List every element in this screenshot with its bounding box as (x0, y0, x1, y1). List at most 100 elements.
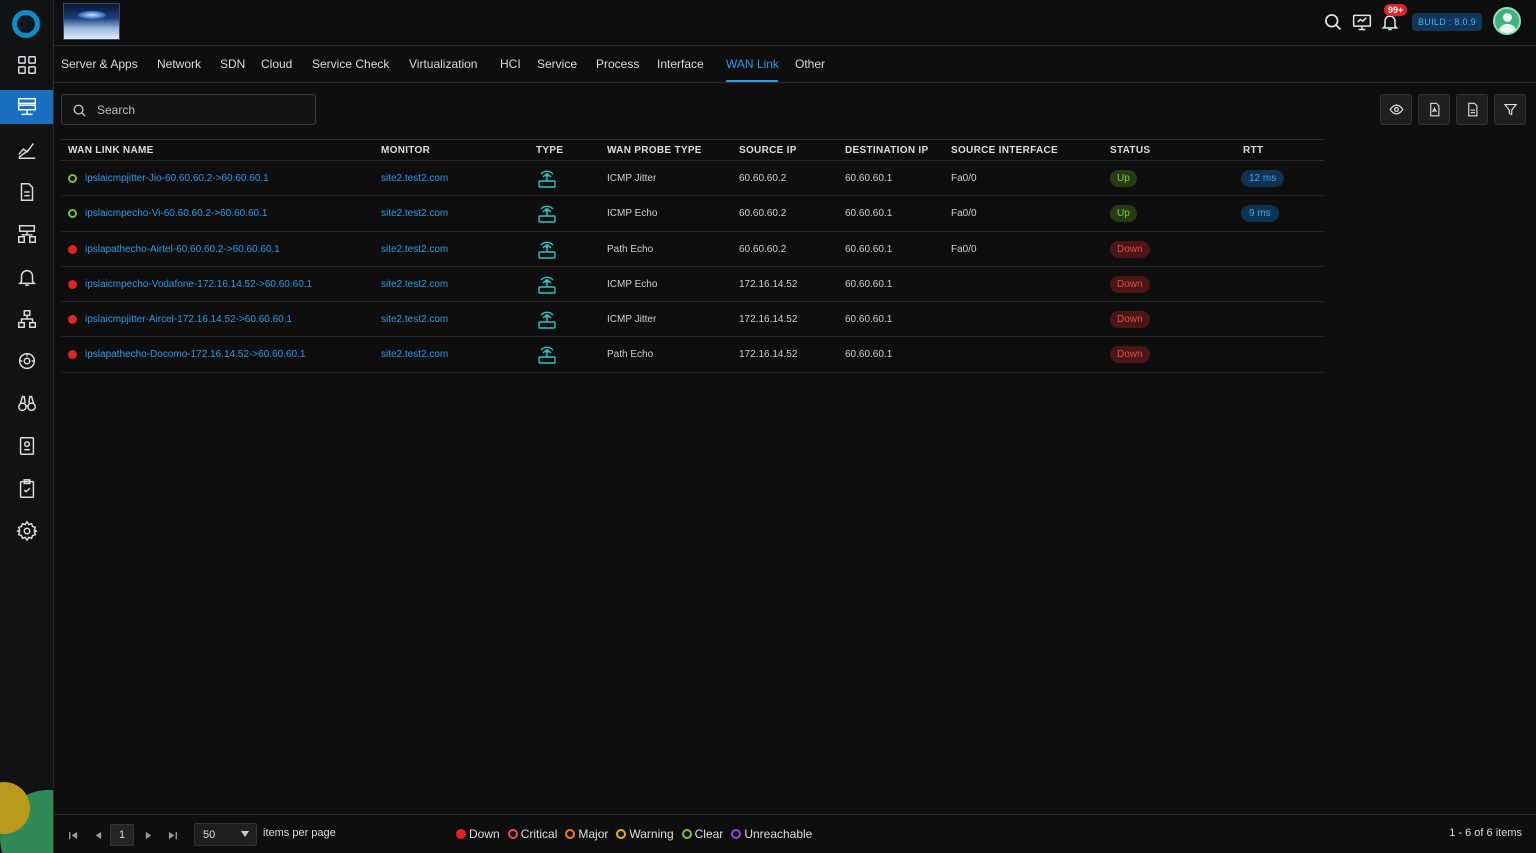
sidebar-item-observe[interactable] (0, 387, 53, 421)
header-remote-button[interactable] (1350, 10, 1374, 34)
sidebar-item-monitor[interactable] (0, 90, 53, 124)
sidebar-item-trends[interactable] (0, 133, 53, 167)
dashboard-grid-icon (18, 56, 36, 74)
sidebar-item-topology[interactable] (0, 217, 53, 251)
checklist-icon (19, 479, 35, 498)
legend-dot (616, 829, 627, 839)
tab-server-apps[interactable]: Server & Apps (61, 57, 138, 71)
legend-item-warning: Warning (616, 827, 674, 841)
probe-type: ICMP Echo (607, 208, 658, 220)
monitor-icon (18, 98, 36, 116)
probe-type: Path Echo (607, 243, 654, 255)
source-interface: Fa0/0 (951, 208, 977, 220)
sidebar-item-alerts[interactable] (0, 260, 53, 294)
sidebar-item-hierarchy[interactable] (0, 302, 53, 336)
source-ip: 172.16.14.52 (739, 349, 798, 361)
table-row[interactable]: ipslaicmpecho-Vodafone-172.16.14.52->60.… (61, 267, 1324, 303)
column-header-monitor[interactable]: MONITOR (381, 145, 431, 156)
table-row[interactable]: ipslapathecho-Airtel-60.60.60.2->60.60.6… (61, 232, 1324, 267)
wan-link-name[interactable]: ipslaicmpecho-Vodafone-172.16.14.52->60.… (85, 278, 313, 290)
tab-wan-link[interactable]: WAN Link (726, 57, 779, 71)
column-header-source-interface[interactable]: SOURCE INTERFACE (951, 145, 1059, 156)
wan-router-icon (538, 276, 556, 294)
search-icon (73, 104, 86, 117)
legend-label: Critical (520, 827, 558, 841)
export-csv-button[interactable] (1456, 94, 1488, 125)
sidebar-decoration (0, 782, 53, 853)
legend-item-critical: Critical (507, 827, 558, 841)
sidebar-item-checklist[interactable] (0, 472, 53, 506)
probe-type: ICMP Jitter (607, 173, 657, 184)
active-tab-indicator (726, 80, 778, 82)
tab-service-check[interactable]: Service Check (312, 57, 390, 71)
monitor-link[interactable]: site2.test2.com (381, 278, 449, 290)
items-per-page-value: 50 (203, 829, 216, 841)
next-page-button[interactable] (142, 829, 154, 841)
header-search-button[interactable] (1321, 10, 1345, 34)
header-notifications-button[interactable] (1378, 10, 1402, 34)
sidebar-item-settings[interactable] (0, 514, 53, 548)
sidebar-item-reports[interactable] (0, 175, 53, 209)
last-page-button[interactable] (166, 829, 178, 841)
tab-hci[interactable]: HCI (500, 57, 521, 71)
binoculars-icon (18, 395, 36, 412)
tab-sdn[interactable]: SDN (220, 57, 246, 71)
monitor-link[interactable]: site2.test2.com (381, 314, 449, 326)
table-row[interactable]: ipslaicmpecho-Vi-60.60.60.2->60.60.60.1 … (61, 196, 1324, 232)
column-header-status[interactable]: STATUS (1110, 145, 1151, 156)
previous-page-button[interactable] (92, 829, 104, 841)
category-tabs: Server & Apps Network SDN Cloud Service … (54, 46, 1536, 83)
wan-link-name[interactable]: ipslapathecho-Docomo-172.16.14.52->60.60… (85, 349, 306, 361)
column-header-type[interactable]: TYPE (536, 145, 564, 156)
wan-link-name[interactable]: ipslaicmpecho-Vi-60.60.60.2->60.60.60.1 (85, 208, 268, 220)
items-per-page-select[interactable]: 50 (194, 823, 257, 846)
monitor-link[interactable]: site2.test2.com (381, 173, 449, 184)
legend-dot (456, 829, 466, 839)
wan-router-icon (538, 205, 556, 223)
table-row[interactable]: ipslapathecho-Docomo-172.16.14.52->60.60… (61, 337, 1324, 373)
column-header-destination-ip[interactable]: DESTINATION IP (845, 145, 929, 156)
export-pdf-button[interactable] (1418, 94, 1450, 125)
wan-link-name[interactable]: ipslaicmpjitter-Aircel-172.16.14.52->60.… (85, 314, 293, 326)
filter-icon (1503, 103, 1517, 116)
legend-dot (731, 829, 742, 839)
brand-image[interactable] (63, 3, 120, 40)
first-page-button[interactable] (67, 829, 79, 841)
tab-service[interactable]: Service (537, 57, 578, 71)
column-header-name[interactable]: WAN LINK NAME (68, 145, 154, 156)
column-header-source-ip[interactable]: SOURCE IP (739, 145, 797, 156)
monitor-link[interactable]: site2.test2.com (381, 243, 449, 255)
sidebar-item-dashboard[interactable] (0, 48, 53, 82)
legend-label: Down (469, 827, 500, 841)
tab-interface[interactable]: Interface (657, 57, 704, 71)
monitor-link[interactable]: site2.test2.com (381, 349, 449, 361)
tab-network[interactable]: Network (157, 57, 202, 71)
tab-process[interactable]: Process (596, 57, 640, 71)
legend-label: Warning (629, 827, 674, 841)
wan-link-name[interactable]: ipslapathecho-Airtel-60.60.60.2->60.60.6… (85, 243, 280, 255)
column-header-probe-type[interactable]: WAN PROBE TYPE (607, 145, 702, 156)
user-avatar[interactable] (1493, 7, 1521, 35)
monitor-link[interactable]: site2.test2.com (381, 208, 449, 220)
wan-link-name[interactable]: ipslaicmpjitter-Jio-60.60.60.2->60.60.60… (85, 173, 269, 184)
table-row[interactable]: ipslaicmpjitter-Aircel-172.16.14.52->60.… (61, 302, 1324, 338)
column-header-rtt[interactable]: RTT (1243, 145, 1264, 156)
status-badge: Down (1110, 275, 1150, 293)
top-bar: 99+ BUILD : 8.0.9 (54, 0, 1536, 46)
rtt-badge: 9 ms (1241, 205, 1279, 223)
table-row[interactable]: ipslaicmpjitter-Jio-60.60.60.2->60.60.60… (61, 161, 1324, 197)
sidebar-item-discovery[interactable] (0, 344, 53, 378)
column-visibility-button[interactable] (1380, 94, 1412, 125)
tab-cloud[interactable]: Cloud (261, 57, 293, 71)
search-input[interactable] (97, 101, 307, 119)
report-icon (20, 183, 34, 201)
tab-other[interactable]: Other (795, 57, 826, 71)
filter-button[interactable] (1494, 94, 1526, 125)
status-indicator (68, 279, 77, 289)
legend-dot (507, 829, 518, 839)
current-page-number[interactable]: 1 (110, 824, 134, 846)
legend-dot (565, 829, 576, 839)
tab-virtualization[interactable]: Virtualization (409, 57, 478, 71)
app-logo[interactable] (12, 10, 40, 38)
sidebar-item-inventory[interactable] (0, 429, 53, 463)
